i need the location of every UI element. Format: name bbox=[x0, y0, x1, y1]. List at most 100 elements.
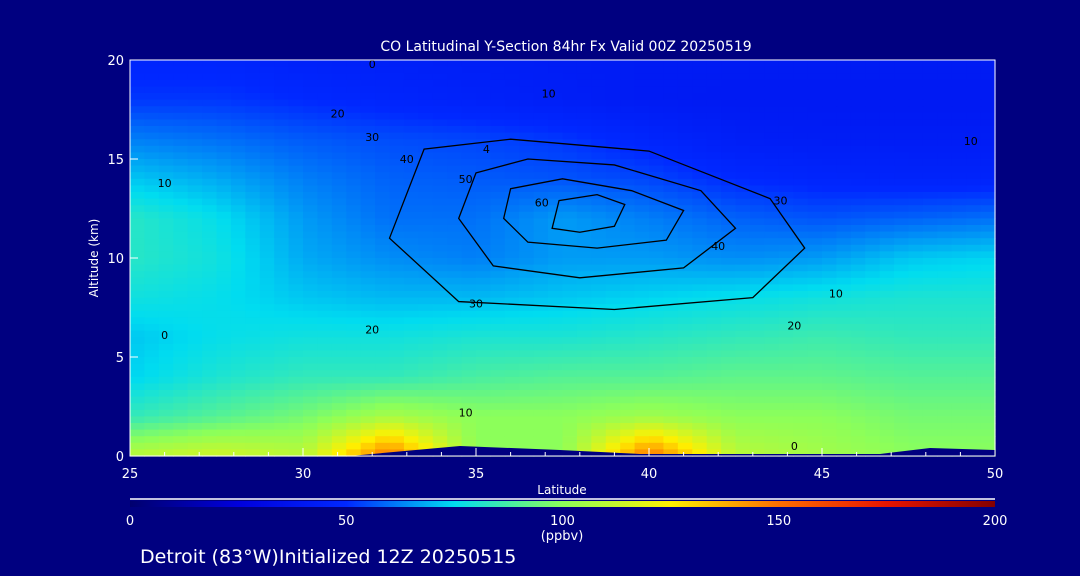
heatmap-cell bbox=[259, 258, 275, 266]
heatmap-cell bbox=[158, 363, 174, 371]
heatmap-cell bbox=[476, 178, 492, 186]
heatmap-cell bbox=[749, 324, 765, 332]
heatmap-cell bbox=[245, 251, 261, 259]
heatmap-cell bbox=[447, 403, 463, 411]
heatmap-cell bbox=[850, 238, 866, 246]
heatmap-cell bbox=[591, 231, 607, 239]
heatmap-cell bbox=[303, 409, 319, 417]
heatmap-cell bbox=[360, 449, 376, 457]
heatmap-cell bbox=[879, 409, 895, 417]
heatmap-cell bbox=[360, 251, 376, 259]
heatmap-cell bbox=[937, 60, 953, 68]
heatmap-cell bbox=[158, 409, 174, 417]
heatmap-cell bbox=[230, 119, 246, 127]
heatmap-cell bbox=[894, 139, 910, 147]
heatmap-cell bbox=[230, 112, 246, 120]
heatmap-cell bbox=[245, 337, 261, 345]
heatmap-cell bbox=[663, 291, 679, 299]
heatmap-cell bbox=[389, 251, 405, 259]
heatmap-cell bbox=[432, 178, 448, 186]
heatmap-cell bbox=[677, 99, 693, 107]
heatmap-cell bbox=[245, 383, 261, 391]
heatmap-cell bbox=[533, 205, 549, 213]
heatmap-cell bbox=[749, 409, 765, 417]
heatmap-cell bbox=[605, 337, 621, 345]
heatmap-cell bbox=[692, 159, 708, 167]
heatmap-cell bbox=[937, 66, 953, 74]
heatmap-cell bbox=[922, 264, 938, 272]
heatmap-cell bbox=[216, 324, 232, 332]
heatmap-cell bbox=[591, 442, 607, 450]
heatmap-cell bbox=[562, 357, 578, 365]
heatmap-cell bbox=[764, 132, 780, 140]
heatmap-cell bbox=[158, 449, 174, 457]
heatmap-cell bbox=[288, 277, 304, 285]
heatmap-cell bbox=[836, 198, 852, 206]
heatmap-cell bbox=[447, 178, 463, 186]
heatmap-cell bbox=[331, 66, 347, 74]
heatmap-cell bbox=[216, 350, 232, 358]
heatmap-cell bbox=[490, 66, 506, 74]
heatmap-cell bbox=[764, 93, 780, 101]
heatmap-cell bbox=[259, 66, 275, 74]
heatmap-cell bbox=[922, 218, 938, 226]
heatmap-cell bbox=[288, 238, 304, 246]
heatmap-cell bbox=[922, 126, 938, 134]
heatmap-cell bbox=[389, 324, 405, 332]
heatmap-cell bbox=[850, 126, 866, 134]
heatmap-cell bbox=[692, 119, 708, 127]
heatmap-cell bbox=[303, 429, 319, 437]
heatmap-cell bbox=[850, 442, 866, 450]
heatmap-cell bbox=[692, 291, 708, 299]
heatmap-cell bbox=[519, 436, 535, 444]
heatmap-cell bbox=[461, 238, 477, 246]
heatmap-cell bbox=[432, 132, 448, 140]
heatmap-cell bbox=[274, 436, 290, 444]
heatmap-cell bbox=[187, 66, 203, 74]
heatmap-cell bbox=[230, 192, 246, 200]
heatmap-cell bbox=[476, 337, 492, 345]
heatmap-cell bbox=[288, 396, 304, 404]
heatmap-cell bbox=[389, 284, 405, 292]
heatmap-cell bbox=[721, 376, 737, 384]
heatmap-cell bbox=[850, 370, 866, 378]
heatmap-cell bbox=[187, 442, 203, 450]
heatmap-cell bbox=[533, 251, 549, 259]
heatmap-cell bbox=[879, 165, 895, 173]
heatmap-cell bbox=[490, 172, 506, 180]
heatmap-cell bbox=[894, 264, 910, 272]
heatmap-cell bbox=[663, 211, 679, 219]
heatmap-cell bbox=[303, 277, 319, 285]
heatmap-cell bbox=[894, 178, 910, 186]
heatmap-cell bbox=[937, 145, 953, 153]
heatmap-cell bbox=[389, 73, 405, 81]
heatmap-cell bbox=[346, 304, 362, 312]
heatmap-cell bbox=[634, 172, 650, 180]
heatmap-cell bbox=[245, 218, 261, 226]
heatmap-cell bbox=[576, 297, 592, 305]
heatmap-cell bbox=[692, 139, 708, 147]
heatmap-cell bbox=[230, 429, 246, 437]
heatmap-cell bbox=[634, 277, 650, 285]
heatmap-cell bbox=[706, 79, 722, 87]
heatmap-cell bbox=[706, 449, 722, 457]
heatmap-cell bbox=[389, 363, 405, 371]
heatmap-cell bbox=[519, 251, 535, 259]
heatmap-cell bbox=[360, 310, 376, 318]
heatmap-cell bbox=[519, 284, 535, 292]
heatmap-cell bbox=[144, 93, 160, 101]
heatmap-cell bbox=[187, 225, 203, 233]
heatmap-cell bbox=[317, 145, 333, 153]
heatmap-cell bbox=[519, 198, 535, 206]
heatmap-cell bbox=[721, 73, 737, 81]
heatmap-cell bbox=[130, 145, 146, 153]
heatmap-cell bbox=[346, 324, 362, 332]
heatmap-cell bbox=[461, 429, 477, 437]
heatmap-cell bbox=[778, 225, 794, 233]
heatmap-cell bbox=[764, 159, 780, 167]
heatmap-cell bbox=[389, 416, 405, 424]
heatmap-cell bbox=[533, 297, 549, 305]
heatmap-cell bbox=[144, 185, 160, 193]
heatmap-cell bbox=[432, 442, 448, 450]
heatmap-cell bbox=[576, 244, 592, 252]
